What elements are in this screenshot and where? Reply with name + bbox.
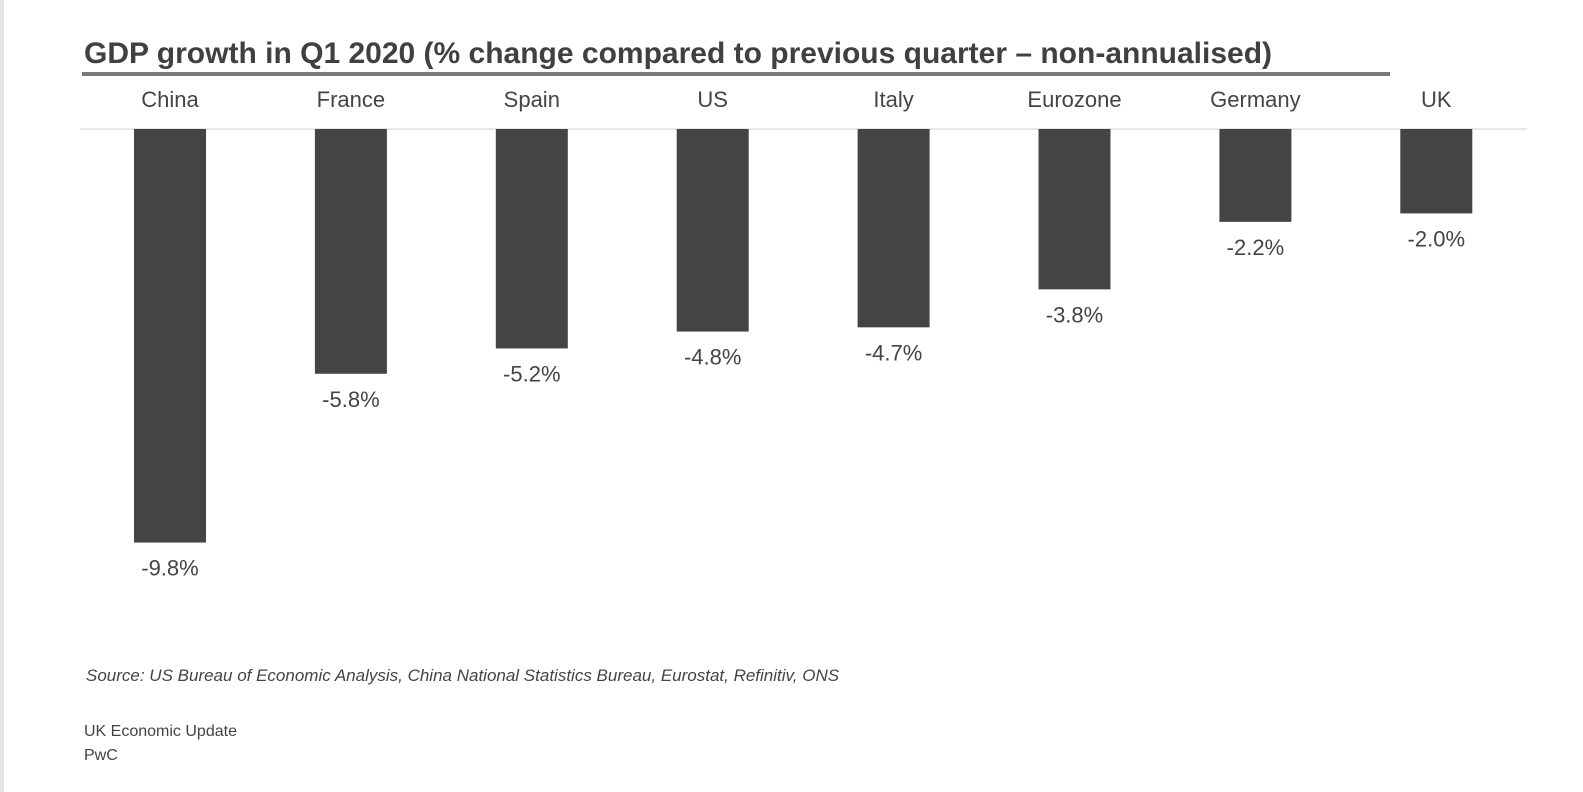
category-label-uk: UK [1421,87,1452,112]
bar-germany [1219,129,1292,222]
value-labels: -9.8% -5.8% -5.2% -4.8% -4.7% -3.8% -2.2% -2.0% [141,226,1465,580]
bar-eurozone [1038,129,1111,290]
left-edge-strip [0,0,4,792]
title-underline [82,72,1390,76]
value-label-france: -5.8% [322,387,379,412]
category-label-eurozone: Eurozone [1027,87,1121,112]
bar-us [676,129,749,332]
footer-organisation: PwC [84,747,118,764]
bar-italy [857,129,930,328]
footer-publication: UK Economic Update [84,723,237,740]
source-note: Source: US Bureau of Economic Analysis, … [86,666,840,685]
value-label-us: -4.8% [684,345,741,370]
value-label-china: -9.8% [141,556,198,581]
category-label-spain: Spain [504,87,560,112]
bars [134,129,1473,543]
bar-spain [495,129,568,349]
bar-france [314,129,387,374]
bar-uk [1400,129,1473,214]
value-label-eurozone: -3.8% [1046,302,1103,327]
value-label-spain: -5.2% [503,361,560,386]
category-label-italy: Italy [873,87,913,112]
value-label-germany: -2.2% [1227,235,1284,260]
value-label-uk: -2.0% [1408,226,1465,251]
category-label-us: US [697,87,728,112]
category-labels: China France Spain US Italy Eurozone Germany UK [141,87,1452,112]
chart-title: GDP growth in Q1 2020 (% change compared… [84,37,1273,70]
bar-china [134,129,206,543]
category-label-germany: Germany [1210,87,1300,112]
category-label-france: France [317,87,385,112]
value-label-italy: -4.7% [865,340,922,365]
category-label-china: China [141,87,199,112]
